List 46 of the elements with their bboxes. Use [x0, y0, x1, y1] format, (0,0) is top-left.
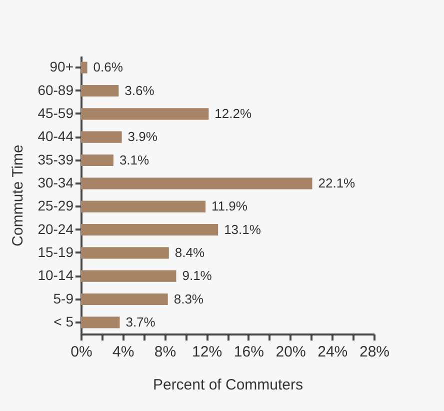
data-label: 8.4%: [174, 244, 205, 260]
y-tick-label: 25-29: [38, 198, 74, 214]
y-tick-label: 60-89: [38, 82, 74, 98]
data-label: 0.6%: [93, 60, 124, 75]
bar: [81, 154, 114, 166]
x-tick-label: 4%: [112, 344, 134, 360]
bar: [81, 224, 218, 236]
data-label: 13.1%: [224, 222, 262, 237]
y-tick-label: 45-59: [38, 104, 74, 121]
y-tick-label: 90+: [50, 58, 74, 75]
x-tick-label: 12%: [192, 344, 222, 360]
y-tick-label: 15-19: [38, 244, 74, 260]
data-label: 8.3%: [174, 291, 204, 306]
data-label: 11.9%: [212, 198, 248, 214]
x-tick-label: 8%: [154, 344, 176, 360]
y-axis-title: Commute Time: [10, 144, 27, 246]
y-tick-label: 35-39: [38, 151, 74, 168]
data-label: 3.1%: [119, 152, 150, 168]
data-label: 9.1%: [182, 268, 212, 284]
bar: [81, 84, 119, 97]
bar: [81, 293, 168, 306]
bar: [81, 316, 120, 328]
y-tick-label: 5-9: [53, 290, 74, 306]
y-tick-label: 40-44: [38, 128, 74, 144]
data-label: 22.1%: [318, 175, 356, 190]
x-tick-label: 20%: [276, 344, 306, 360]
data-label: 3.7%: [126, 314, 156, 330]
x-axis-title: Percent of Commuters: [152, 376, 304, 394]
bar: [81, 62, 88, 74]
y-tick-label: 30-34: [38, 174, 74, 190]
y-tick-label: 20-24: [38, 220, 74, 237]
data-label: 3.6%: [124, 82, 155, 98]
bar: [81, 131, 122, 143]
x-tick-label: 16%: [234, 344, 264, 360]
x-tick-label: 24%: [318, 344, 348, 360]
x-tick-label: 28%: [359, 344, 390, 360]
bar: [81, 247, 169, 259]
bar: [81, 108, 209, 120]
y-tick-label: < 5: [54, 313, 74, 330]
bar: [81, 200, 206, 212]
x-tick-label: 0%: [70, 344, 92, 360]
data-label: 3.9%: [128, 129, 158, 144]
data-label: 12.2%: [214, 106, 252, 121]
bar: [81, 270, 176, 282]
bar: [81, 178, 312, 190]
y-tick-label: 10-14: [38, 267, 74, 284]
